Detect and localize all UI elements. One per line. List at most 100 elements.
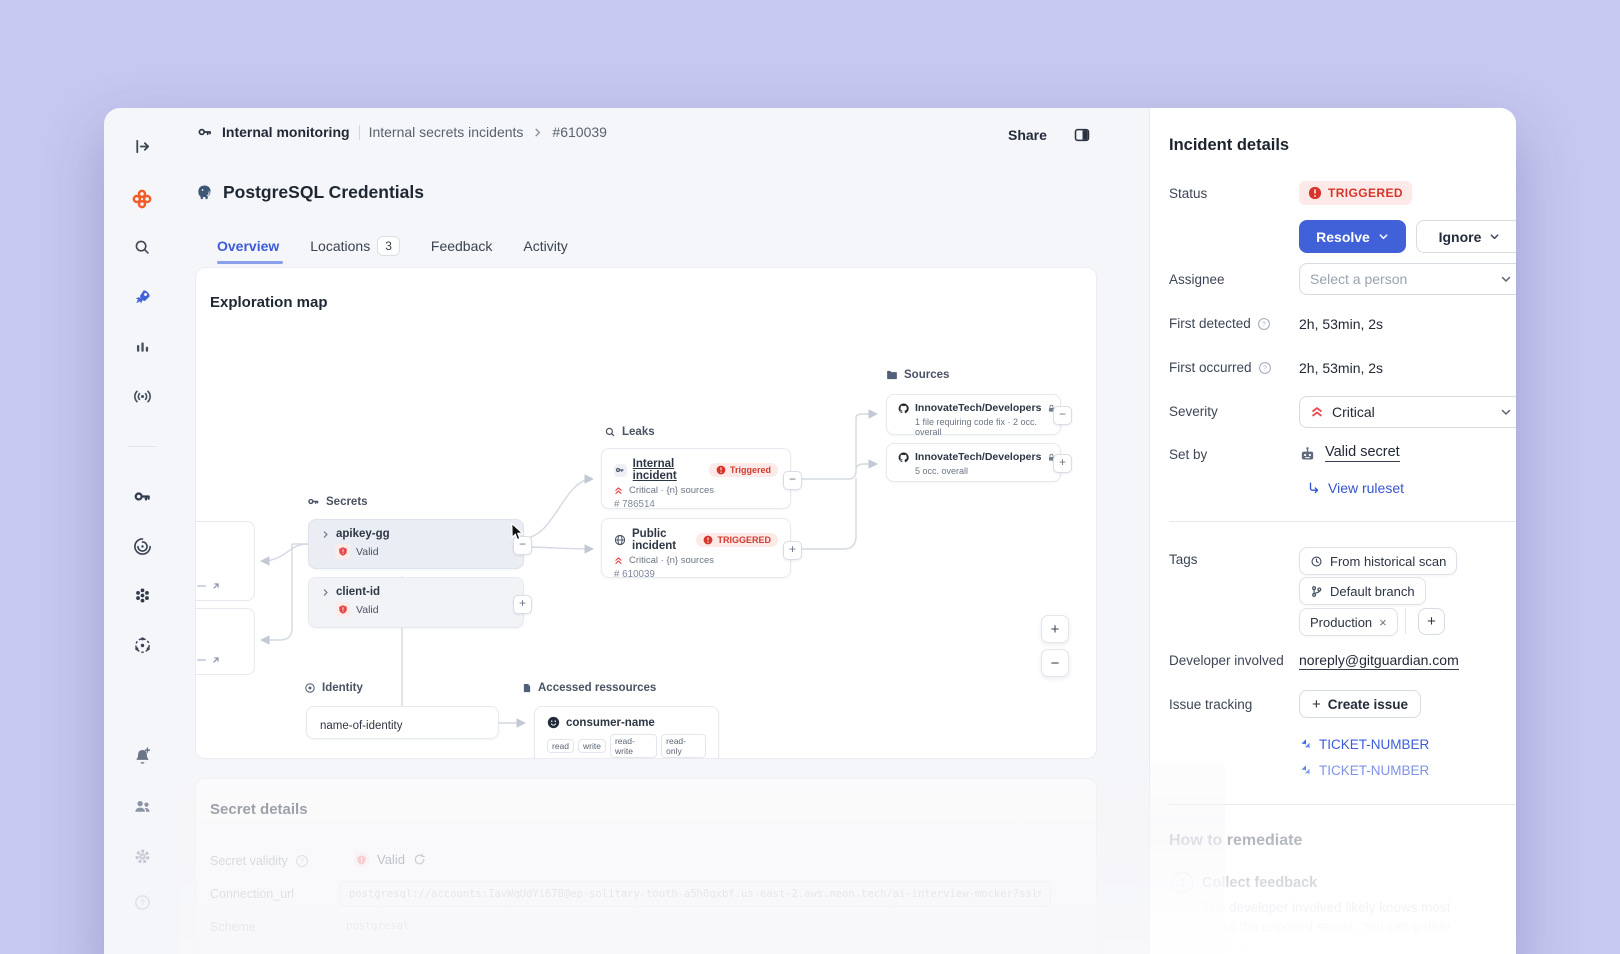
collapse-node-button[interactable]: − [1053, 406, 1072, 425]
zoom-in-button[interactable]: + [1041, 615, 1069, 643]
panel-toggle-icon[interactable] [1073, 126, 1091, 144]
ticket-link-1[interactable]: TICKET-NUMBER [1299, 737, 1429, 752]
remove-tag-icon[interactable]: × [1379, 614, 1387, 630]
git-branch-icon [1310, 585, 1323, 598]
external-link-icon [211, 581, 221, 591]
team-icon[interactable] [104, 797, 180, 816]
question-circle-icon[interactable]: ? [295, 854, 309, 868]
truncated-text [197, 585, 206, 587]
secret-name: client-id [336, 586, 381, 598]
breadcrumb-incident[interactable]: #610039 [552, 124, 607, 140]
page-title: PostgreSQL Credentials [223, 182, 424, 202]
analytics-icon[interactable] [104, 339, 180, 356]
robot-icon [1299, 445, 1316, 462]
map-node-secret-apikey[interactable]: apikey-gg Valid [308, 519, 524, 569]
leak-severity: Critical · {n} sources [629, 555, 715, 566]
identity-group-label: Identity [304, 682, 363, 694]
cluster-icon[interactable] [104, 586, 180, 605]
settings-icon[interactable] [104, 847, 180, 866]
permission-chip: read-only [661, 734, 706, 758]
map-node-public-incident[interactable]: Public incident TRIGGERED Critical · {n}… [601, 518, 791, 580]
tab-locations[interactable]: Locations 3 [310, 236, 400, 256]
collapse-sidebar-icon[interactable] [104, 137, 180, 156]
map-node-partial[interactable] [196, 608, 255, 675]
tag-production[interactable]: Production × [1299, 608, 1398, 636]
live-monitoring-icon[interactable] [104, 387, 180, 406]
remediate-text-line-2: about the exposed secret. You can gather [1202, 919, 1452, 934]
map-node-partial[interactable] [196, 521, 255, 601]
svg-text:?: ? [139, 898, 144, 908]
gitguardian-logo-icon[interactable] [104, 188, 180, 210]
scheme-value: postgresql [346, 920, 410, 932]
map-node-secret-clientid[interactable]: client-id Valid [308, 577, 524, 628]
create-issue-button[interactable]: + Create issue [1299, 690, 1422, 718]
tab-overview[interactable]: Overview [217, 238, 280, 254]
source-name[interactable]: InnovateTech/Developers [915, 402, 1042, 414]
honeytoken-icon[interactable] [104, 537, 180, 556]
developer-involved-value[interactable]: noreply@gitguardian.com [1299, 652, 1459, 670]
github-icon [898, 403, 909, 414]
developer-involved-label: Developer involved [1169, 653, 1284, 668]
locations-count-badge: 3 [377, 236, 400, 256]
connection-url-field[interactable]: postgresql://accounts:IavWqUdYi67B@ep-so… [339, 881, 1051, 907]
source-meta: 5 occ. overall [915, 466, 969, 476]
collapse-node-button[interactable]: − [783, 471, 802, 490]
source-name[interactable]: InnovateTech/Developers [915, 451, 1042, 463]
svg-text:?: ? [1263, 365, 1267, 372]
truncated-text [197, 659, 206, 661]
map-node-identity[interactable]: name-of-identity [306, 706, 499, 739]
key-icon[interactable] [104, 487, 180, 506]
tag-default-branch[interactable]: Default branch [1299, 577, 1426, 605]
chevron-expand-icon[interactable] [321, 530, 330, 539]
rail-divider [128, 446, 156, 447]
plus-icon: + [1312, 695, 1321, 713]
svg-text:?: ? [300, 859, 304, 866]
question-circle-icon[interactable]: ? [1257, 317, 1271, 331]
severity-select[interactable]: Critical [1299, 396, 1516, 428]
collapse-node-button[interactable]: − [513, 536, 532, 555]
perimeter-icon[interactable] [104, 636, 180, 655]
connection-url-label: Connection_url [210, 887, 295, 901]
breadcrumb-app[interactable]: Internal monitoring [222, 124, 350, 140]
shield-alert-icon [335, 602, 350, 617]
jira-icon [1299, 738, 1312, 751]
map-node-internal-incident[interactable]: Internal incident Triggered Critical · {… [601, 448, 791, 510]
leak-name[interactable]: Public incident [632, 528, 677, 552]
question-circle-icon[interactable]: ? [1258, 361, 1272, 375]
zoom-out-button[interactable]: − [1041, 649, 1069, 677]
refresh-icon[interactable] [413, 853, 426, 866]
tab-activity[interactable]: Activity [523, 238, 568, 254]
set-by-value[interactable]: Valid secret [1325, 444, 1400, 462]
map-node-source-2[interactable]: InnovateTech/Developers 5 occ. overall [886, 443, 1061, 482]
search-icon[interactable] [104, 238, 180, 256]
triggered-badge: Triggered [708, 463, 778, 477]
view-ruleset-link[interactable]: View ruleset [1328, 480, 1405, 496]
ticket-link-2[interactable]: TICKET-NUMBER [1299, 763, 1429, 778]
expand-node-button[interactable]: + [783, 541, 802, 560]
panel-title: Incident details [1169, 136, 1290, 154]
notifications-add-icon[interactable] [104, 747, 180, 766]
help-icon[interactable]: ? [104, 893, 180, 912]
issue-tracking-label: Issue tracking [1169, 697, 1253, 712]
ignore-button[interactable]: Ignore [1416, 220, 1516, 253]
resolve-button[interactable]: Resolve [1299, 220, 1406, 253]
secrets-group-label: Secrets [307, 495, 368, 508]
set-by-label: Set by [1169, 447, 1208, 462]
add-tag-button[interactable]: + [1418, 608, 1445, 635]
map-node-consumer[interactable]: consumer-name read write read-write read… [534, 706, 719, 758]
expand-node-button[interactable]: + [1053, 454, 1072, 473]
map-node-source-1[interactable]: InnovateTech/Developers 1 file requiring… [886, 394, 1061, 437]
alert-icon [1308, 186, 1322, 200]
tab-feedback[interactable]: Feedback [430, 238, 493, 254]
tag-historical-scan[interactable]: From historical scan [1299, 547, 1458, 575]
rocket-icon[interactable] [104, 288, 180, 307]
breadcrumb-section[interactable]: Internal secrets incidents [368, 124, 524, 140]
assignee-select[interactable]: Select a person [1299, 263, 1516, 295]
leak-name[interactable]: Internal incident [632, 458, 677, 482]
share-button[interactable]: Share [1008, 127, 1047, 143]
expand-node-button[interactable]: + [513, 595, 532, 614]
chevron-down-icon [1489, 231, 1500, 242]
chevron-expand-icon[interactable] [321, 588, 330, 597]
exploration-map-title: Exploration map [210, 294, 328, 311]
